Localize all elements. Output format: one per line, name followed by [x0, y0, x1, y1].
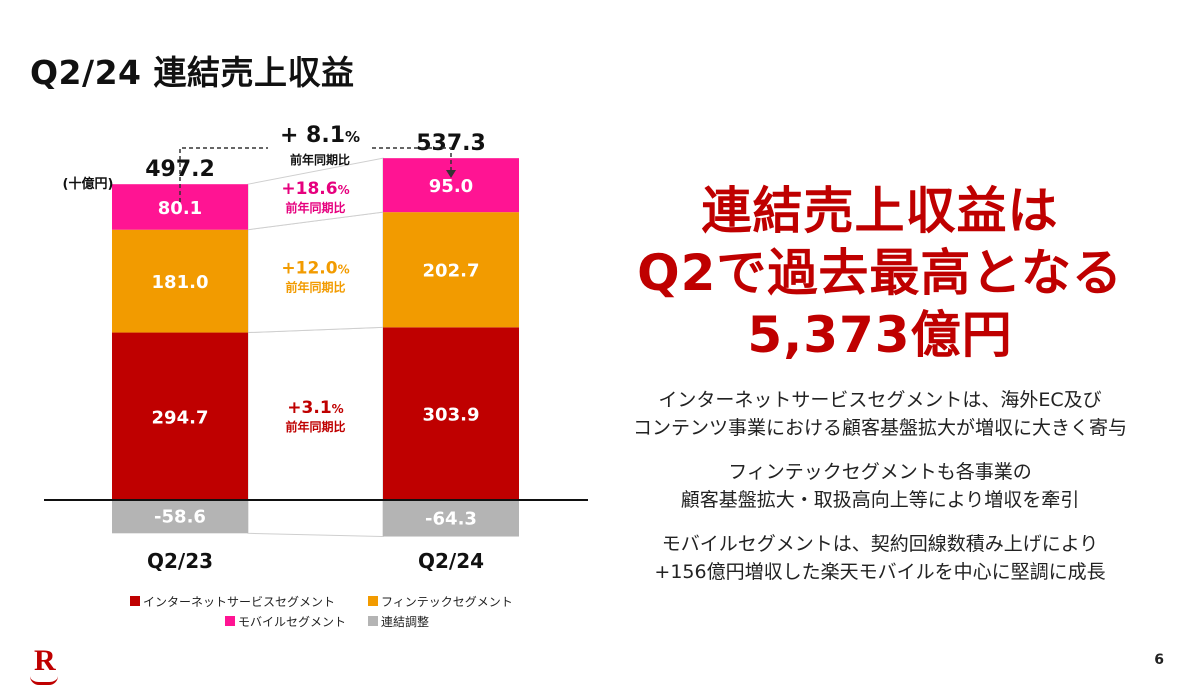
growth-arrow-icon [446, 170, 456, 178]
legend-swatch [368, 596, 378, 606]
bar-value-label: -58.6 [154, 507, 206, 528]
growth-value: +3.1 [287, 398, 331, 418]
bar-value-label: 95.0 [429, 176, 473, 197]
headline: 連結売上収益は Q2で過去最高となる 5,373億円 [615, 180, 1145, 366]
growth-caption: 前年同期比 [285, 200, 345, 215]
bar-value-label: 181.0 [152, 272, 209, 293]
growth-label: +12.0% [281, 258, 349, 278]
legend-swatch [130, 596, 140, 606]
growth-unit: % [332, 402, 344, 416]
bar-total-label: 537.3 [416, 131, 486, 156]
page-number: 6 [1154, 652, 1164, 668]
growth-caption: 前年同期比 [285, 419, 345, 434]
note-fintech: フィンテックセグメントも各事業の 顧客基盤拡大・取扱高向上等により増収を牽引 [600, 458, 1160, 514]
bar-segment-negative [112, 500, 248, 534]
legend-label: フィンテックセグメント [381, 595, 513, 609]
growth-bracket-right [372, 147, 452, 170]
note-line: コンテンツ事業における顧客基盤拡大が増収に大きく寄与 [632, 417, 1127, 439]
headline-line-3: 5,373億円 [747, 306, 1013, 364]
category-label: Q2/24 [418, 549, 484, 573]
growth-unit: % [338, 183, 350, 197]
note-line: +156億円増収した楽天モバイルを中心に堅調に成長 [654, 561, 1106, 583]
growth-value: +18.6 [281, 179, 337, 199]
growth-label: +3.1% [287, 398, 343, 418]
legend-swatch [368, 616, 378, 626]
note-mobile: モバイルセグメントは、契約回線数積み上げにより +156億円増収した楽天モバイル… [600, 530, 1160, 586]
total-growth-value: + 8.1 [280, 123, 345, 148]
bar-segment-negative [383, 500, 519, 537]
note-line: インターネットサービスセグメントは、海外EC及び [658, 389, 1102, 411]
note-line: モバイルセグメントは、契約回線数積み上げにより [661, 533, 1099, 555]
bar-segment [112, 332, 248, 500]
legend-label: モバイルセグメント [238, 615, 346, 629]
total-growth-caption: 前年同期比 [290, 152, 350, 167]
growth-bracket-left [179, 147, 268, 202]
logo-swoosh-icon [30, 676, 58, 685]
headline-line-2: Q2で過去最高となる [637, 244, 1123, 302]
bar-value-label: 202.7 [423, 261, 480, 282]
bar-segment [383, 327, 519, 500]
unit-label: (十億円) [63, 176, 114, 192]
bar-value-label: 303.9 [423, 405, 480, 426]
bar-value-label: 294.7 [152, 407, 209, 428]
total-growth-unit: % [345, 128, 360, 146]
page-title: Q2/24 連結売上収益 [30, 53, 355, 92]
note-internet: インターネットサービスセグメントは、海外EC及び コンテンツ事業における顧客基盤… [600, 386, 1160, 442]
legend-swatch [225, 616, 235, 626]
rakuten-logo-icon: R [34, 644, 56, 677]
category-label: Q2/23 [147, 549, 213, 573]
bar-segment [112, 229, 248, 333]
growth-unit: % [338, 262, 350, 276]
growth-caption: 前年同期比 [285, 279, 345, 294]
legend-label: 連結調整 [381, 614, 429, 629]
note-line: フィンテックセグメントも各事業の [728, 461, 1032, 483]
growth-value: +12.0 [281, 258, 337, 278]
note-line: 顧客基盤拡大・取扱高向上等により増収を牽引 [680, 489, 1080, 511]
bar-segment [383, 212, 519, 328]
connector-adjustment [247, 499, 384, 538]
total-growth-label: + 8.1% [280, 123, 360, 148]
headline-line-1: 連結売上収益は [701, 182, 1059, 240]
growth-label: +18.6% [281, 179, 349, 199]
bar-value-label: -64.3 [425, 508, 477, 529]
bar-value-label: 80.1 [158, 198, 202, 219]
legend-label: インターネットサービスセグメント [143, 595, 335, 609]
